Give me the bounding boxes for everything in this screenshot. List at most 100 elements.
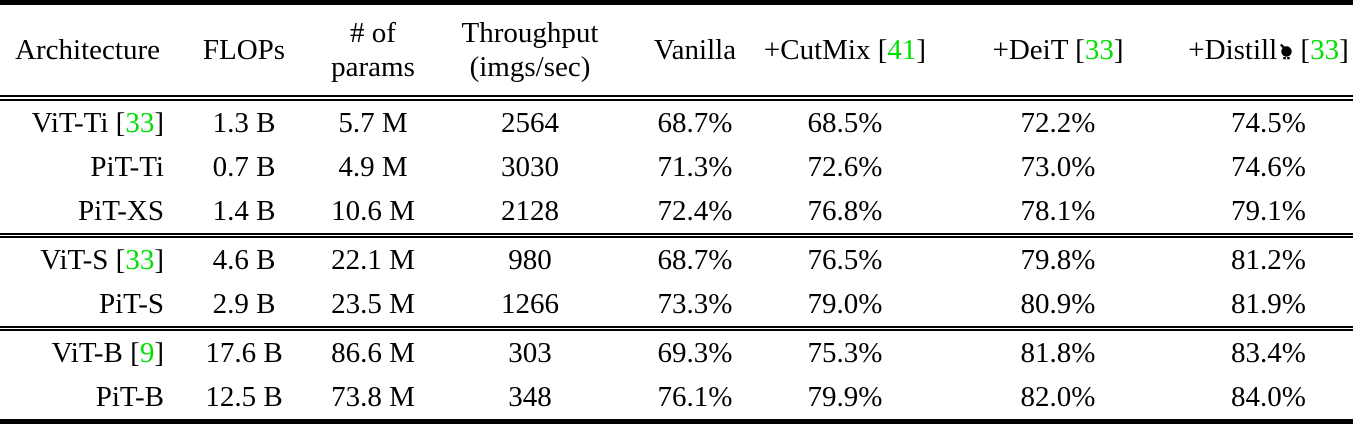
header-label: FLOPs [202,34,286,66]
citation-number: 33 [125,243,155,276]
col-header-throughput: Throughput (imgs/sec) [428,3,632,99]
vanilla-acc-cell: 73.3% [657,287,733,320]
citation-bracket: ] [154,243,164,276]
citation-bracket: ] [1113,34,1124,66]
cutmix-acc-cell: 72.6% [807,150,883,183]
vanilla-acc-cell: 68.7% [657,106,733,139]
throughput-cell: 1266 [501,287,559,320]
flops-cell: 0.7 B [212,150,276,183]
arch-cell: PiT-XS [0,189,170,236]
col-header-flops: FLOPs [170,3,318,99]
flops-cell: 4.6 B [212,243,276,276]
params-cell: 5.7 M [338,106,408,139]
cutmix-acc-cell: 68.5% [807,106,883,139]
citation-bracket: [ [122,336,140,369]
vanilla-acc-cell: 69.3% [657,336,733,369]
citation-bracket: [ [870,34,888,66]
distill-acc-cell: 84.0% [1231,380,1306,413]
citation-bracket: [ [1293,34,1311,66]
table-row: PiT-B 12.5 B 73.8 M 348 76.1% 79.9% 82.0… [0,375,1353,422]
distill-acc-cell: 83.4% [1231,336,1306,369]
arch-cell: PiT-B [0,375,170,422]
citation-bracket: ] [1339,34,1349,66]
citation-link[interactable]: [9] [123,337,164,369]
col-header-architecture: Architecture [0,3,170,99]
header-label: Throughput [461,17,599,49]
arch-label: ViT-Ti [31,106,109,139]
flops-cell: 1.4 B [212,194,276,227]
table-group-tiny: ViT-Ti [33] 1.3 B 5.7 M 2564 68.7% 68.5%… [0,98,1353,236]
citation-number: 33 [1310,34,1340,66]
citation-link[interactable]: [33] [108,107,164,139]
col-header-distill: +Distill [33] [1184,3,1353,99]
citation-bracket: ] [154,106,164,139]
citation-link[interactable]: [41] [870,34,927,66]
deit-acc-cell: 80.9% [1020,287,1096,320]
arch-cell: PiT-S [0,282,170,329]
params-cell: 73.8 M [331,380,415,413]
table-group-small: ViT-S [33] 4.6 B 22.1 M 980 68.7% 76.5% … [0,235,1353,329]
header-label: +DeiT [992,34,1068,66]
arch-label: PiT-XS [78,194,164,227]
throughput-cell: 3030 [501,150,559,183]
cutmix-acc-cell: 75.3% [807,336,883,369]
header-label: Architecture [15,34,160,66]
arch-label: ViT-B [51,336,123,369]
vanilla-acc-cell: 76.1% [657,380,733,413]
throughput-cell: 348 [508,380,552,413]
distill-acc-cell: 81.2% [1231,243,1306,276]
arch-cell: PiT-Ti [0,145,170,189]
throughput-cell: 2564 [501,106,559,139]
table-header-row: Architecture FLOPs # of params Throughput… [0,3,1353,99]
arch-label: PiT-Ti [90,150,164,183]
arch-cell: ViT-Ti [33] [0,98,170,145]
deit-acc-cell: 78.1% [1020,194,1096,227]
citation-number: 41 [887,34,917,66]
citation-number: 33 [1084,34,1114,66]
col-header-params: # of params [318,3,428,99]
deit-acc-cell: 82.0% [1020,380,1096,413]
header-label: # of [350,17,396,49]
citation-bracket: ] [916,34,927,66]
citation-bracket: [ [108,106,126,139]
citation-bracket: [ [1067,34,1085,66]
arch-label: PiT-B [95,380,164,413]
alembic-icon [1280,43,1292,60]
citation-number: 9 [139,336,155,369]
table-row: ViT-B [9] 17.6 B 86.6 M 303 69.3% 75.3% … [0,329,1353,376]
citation-link[interactable]: [33] [108,244,164,276]
citation-link[interactable]: [33] [1067,34,1124,66]
vanilla-acc-cell: 72.4% [657,194,733,227]
throughput-cell: 980 [508,243,552,276]
deit-acc-cell: 81.8% [1020,336,1096,369]
params-cell: 86.6 M [331,336,415,369]
col-header-deit: +DeiT [33] [932,3,1184,99]
cutmix-acc-cell: 76.5% [807,243,883,276]
params-cell: 4.9 M [338,150,408,183]
col-header-cutmix: +CutMix [41] [758,3,932,99]
header-label: Vanilla [653,34,737,66]
flops-cell: 2.9 B [212,287,276,320]
distill-acc-cell: 81.9% [1231,287,1306,320]
cutmix-acc-cell: 76.8% [807,194,883,227]
throughput-cell: 2128 [501,194,559,227]
table-row: PiT-XS 1.4 B 10.6 M 2128 72.4% 76.8% 78.… [0,189,1353,236]
table-row: ViT-S [33] 4.6 B 22.1 M 980 68.7% 76.5% … [0,236,1353,283]
table-row: PiT-S 2.9 B 23.5 M 1266 73.3% 79.0% 80.9… [0,282,1353,329]
citation-link[interactable]: [33] [1293,34,1349,66]
citation-bracket: [ [108,243,126,276]
params-cell: 22.1 M [331,243,415,276]
table-group-base: ViT-B [9] 17.6 B 86.6 M 303 69.3% 75.3% … [0,328,1353,422]
distill-acc-cell: 79.1% [1231,194,1306,227]
deit-acc-cell: 73.0% [1020,150,1096,183]
vanilla-acc-cell: 68.7% [657,243,733,276]
cutmix-acc-cell: 79.0% [807,287,883,320]
table-row: PiT-Ti 0.7 B 4.9 M 3030 71.3% 72.6% 73.0… [0,145,1353,189]
table-row: ViT-Ti [33] 1.3 B 5.7 M 2564 68.7% 68.5%… [0,98,1353,145]
arch-label: PiT-S [98,287,164,320]
distill-acc-cell: 74.5% [1231,106,1306,139]
throughput-cell: 303 [508,336,552,369]
params-cell: 23.5 M [331,287,415,320]
arch-label: ViT-S [40,243,109,276]
